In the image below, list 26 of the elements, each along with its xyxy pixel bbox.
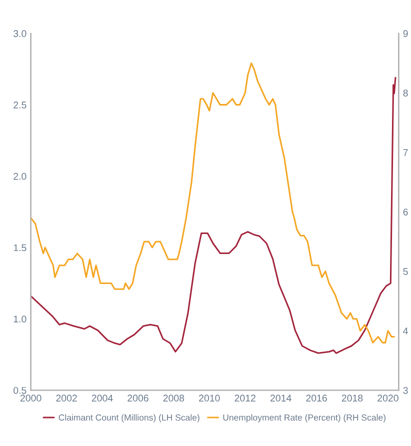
x-tick-label: 2012 <box>234 394 256 402</box>
y-tick-label: 2.0 <box>14 172 26 180</box>
x-tick-label: 2020 <box>378 394 398 402</box>
legend-label: Claimant Count (Millions) (LH Scale) <box>58 414 200 422</box>
y-tick-label: 1.0 <box>14 316 26 323</box>
y-tick-label: 2.5 <box>14 102 26 108</box>
x-tick-label: 2010 <box>199 394 220 402</box>
legend-label: Unemployment Rate (Percent) (RH Scale) <box>223 414 386 422</box>
y-tick-label: 0.5 <box>14 386 26 394</box>
x-tick-label: 2002 <box>56 394 77 402</box>
x-tick-label: 2008 <box>163 394 184 402</box>
y2-tick-label: 6 <box>403 208 408 216</box>
y2-tick-label: 7 <box>403 149 408 156</box>
x-tick-label: 2018 <box>342 394 363 402</box>
x-tick-label: 2004 <box>92 394 113 402</box>
x-tick-label: 2016 <box>306 394 327 402</box>
x-tick-label: 2006 <box>128 394 148 402</box>
y-tick-label: 3.0 <box>14 30 26 38</box>
y2-tick-label: 3 <box>403 386 408 394</box>
y2-tick-label: 8 <box>403 90 408 97</box>
y-tick-label: 1.5 <box>14 244 26 252</box>
y2-tick-label: 4 <box>403 328 408 334</box>
y2-tick-label: 5 <box>403 268 408 275</box>
x-tick-label: 2014 <box>270 394 292 402</box>
x-tick-label: 2000 <box>20 394 42 402</box>
y2-tick-label: 9 <box>403 30 408 38</box>
